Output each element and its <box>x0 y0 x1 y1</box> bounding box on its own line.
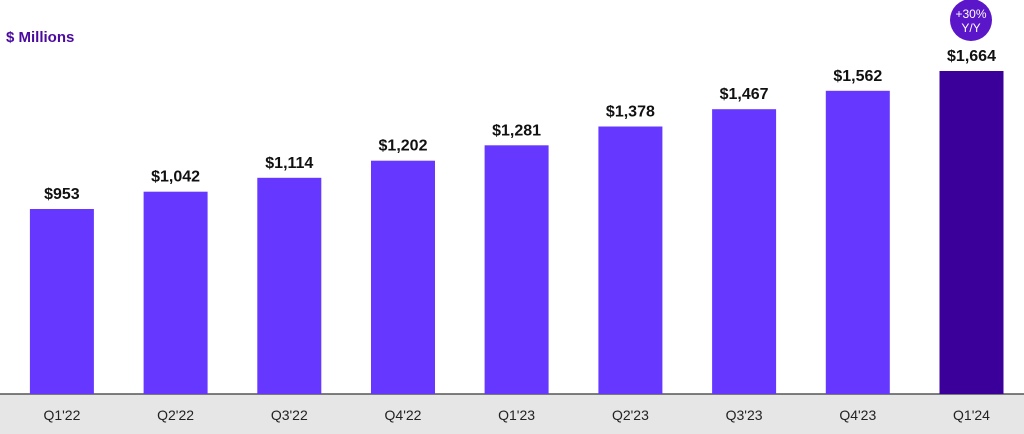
x-tick-label: Q3'23 <box>726 407 763 423</box>
bar-q323 <box>712 109 777 394</box>
badge-circle <box>950 0 992 41</box>
value-label: $1,562 <box>833 68 882 85</box>
x-tick-label: Q1'24 <box>953 407 990 423</box>
x-tick-label: Q2'23 <box>612 407 649 423</box>
value-label: $1,202 <box>379 138 428 155</box>
bar-q422 <box>371 160 435 394</box>
x-tick-label: Q1'23 <box>498 407 535 423</box>
x-tick-label: Q2'22 <box>157 407 194 423</box>
value-label: $1,664 <box>947 48 996 65</box>
x-tick-label: Q3'22 <box>271 407 308 423</box>
value-label: $1,281 <box>492 122 541 139</box>
bar-q223 <box>598 126 663 394</box>
x-axis-band <box>0 394 1024 434</box>
value-label: $1,378 <box>606 104 655 121</box>
unit-label: $ Millions <box>6 29 74 46</box>
bar-q123 <box>484 145 549 394</box>
bar-q423 <box>825 90 890 395</box>
value-labels-group: $953 $1,042 $1,114 $1,202 $1,281 $1,378 $1,467… <box>44 48 996 203</box>
badge-line-1: +30% <box>955 7 986 21</box>
x-tick-label: Q4'23 <box>839 407 876 423</box>
badge-line-2: Y/Y <box>961 21 980 35</box>
value-label: $1,114 <box>265 155 313 172</box>
bar-q222 <box>143 191 208 394</box>
bar-q124 <box>939 71 1004 394</box>
x-tick-label: Q1'22 <box>43 407 80 423</box>
bar-q122 <box>29 209 94 394</box>
yoy-growth-badge: +30% Y/Y <box>950 0 992 41</box>
bar-q322 <box>257 177 322 394</box>
bars-group <box>29 71 1004 395</box>
value-label: $1,042 <box>151 169 200 186</box>
x-tick-label: Q4'22 <box>385 407 422 423</box>
value-label: $1,467 <box>720 86 769 103</box>
value-label: $953 <box>44 186 80 203</box>
x-tick-labels-group: Q1'22 Q2'22 Q3'22 Q4'22 Q1'23 Q2'23 Q3'23 Q4'23… <box>43 407 990 423</box>
